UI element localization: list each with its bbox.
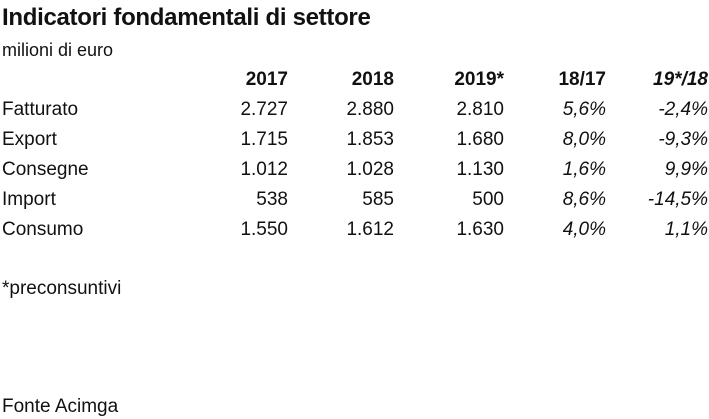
header-label-empty: [0, 65, 180, 95]
unit-subtitle: milioni di euro: [2, 40, 114, 60]
row-label: Fatturato: [2, 99, 79, 120]
cell-var-18-17: 8,6%: [562, 189, 606, 210]
cell-2018: 1.612: [346, 219, 394, 240]
table-row: Export 1.715 1.853 1.680 8,0% -9,3%: [0, 125, 708, 155]
cell-2017: 538: [256, 189, 288, 210]
cell-2017: 2.727: [240, 99, 288, 120]
row-label: Import: [2, 189, 56, 210]
header-var-19-18: 19*/18: [653, 69, 708, 90]
cell-2017: 1.012: [240, 159, 288, 180]
cell-2019: 2.810: [456, 99, 504, 120]
header-2017: 2017: [245, 69, 288, 90]
cell-2019: 500: [472, 189, 504, 210]
indicators-table: 2017 2018 2019* 18/17 19*/18 Fatturato 2…: [0, 65, 708, 245]
cell-var-19-18: -14,5%: [647, 189, 708, 210]
row-label: Consumo: [2, 219, 84, 240]
cell-2018: 1.853: [346, 129, 394, 150]
cell-var-19-18: -2,4%: [658, 99, 708, 120]
header-2019: 2019*: [454, 69, 504, 90]
header-var-18-17: 18/17: [558, 69, 606, 90]
footnote: *preconsuntivi: [2, 278, 122, 299]
cell-2017: 1.550: [240, 219, 288, 240]
cell-var-18-17: 4,0%: [562, 219, 606, 240]
cell-var-18-17: 1,6%: [562, 159, 606, 180]
cell-var-19-18: -9,3%: [658, 129, 708, 150]
cell-2018: 585: [362, 189, 394, 210]
cell-var-18-17: 8,0%: [562, 129, 606, 150]
cell-2019: 1.680: [456, 129, 504, 150]
table-header-row: 2017 2018 2019* 18/17 19*/18: [0, 65, 708, 95]
cell-var-19-18: 9,9%: [664, 159, 708, 180]
table-row: Fatturato 2.727 2.880 2.810 5,6% -2,4%: [0, 95, 708, 125]
cell-2019: 1.130: [456, 159, 504, 180]
table-row: Consegne 1.012 1.028 1.130 1,6% 9,9%: [0, 155, 708, 185]
row-label: Export: [2, 129, 57, 150]
cell-var-19-18: 1,1%: [664, 219, 708, 240]
source-note: Fonte Acimga: [2, 396, 119, 417]
table-row: Import 538 585 500 8,6% -14,5%: [0, 185, 708, 215]
cell-var-18-17: 5,6%: [562, 99, 606, 120]
table-row: Consumo 1.550 1.612 1.630 4,0% 1,1%: [0, 215, 708, 245]
cell-2019: 1.630: [456, 219, 504, 240]
cell-2017: 1.715: [240, 129, 288, 150]
page-title: Indicatori fondamentali di settore: [2, 4, 371, 31]
row-label: Consegne: [2, 159, 89, 180]
cell-2018: 1.028: [346, 159, 394, 180]
cell-2018: 2.880: [346, 99, 394, 120]
header-2018: 2018: [351, 69, 394, 90]
